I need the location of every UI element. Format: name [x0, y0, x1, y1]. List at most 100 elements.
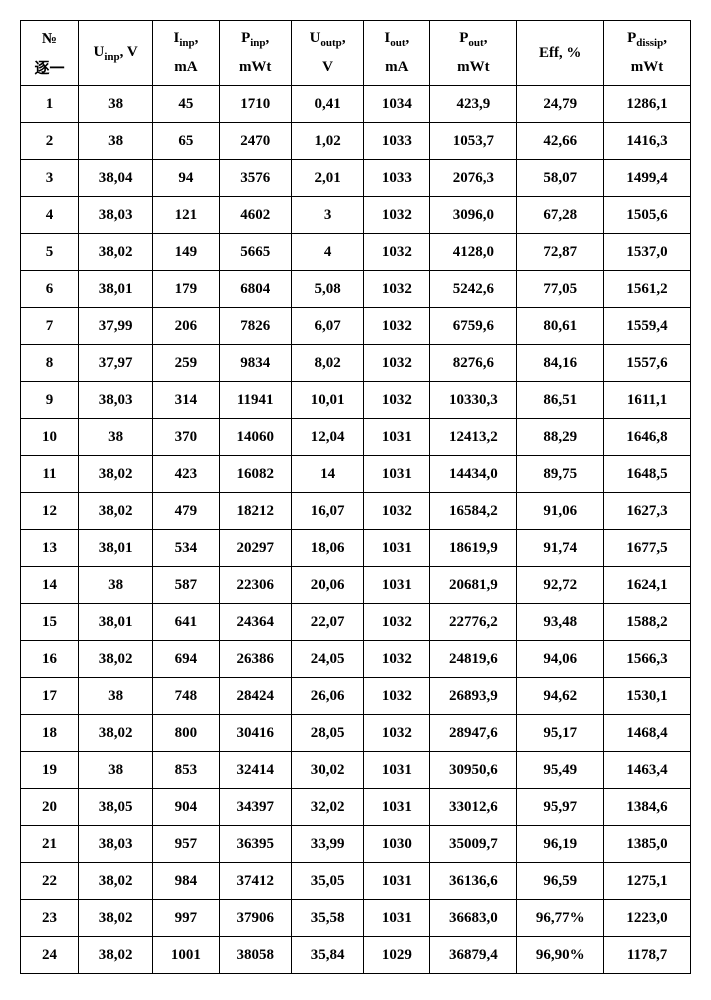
table-cell: 957 [153, 826, 219, 863]
table-cell: 1029 [364, 937, 430, 974]
table-cell: 18212 [219, 493, 291, 530]
table-cell: 1032 [364, 382, 430, 419]
table-cell: 2 [21, 123, 79, 160]
table-row: 538,021495665410324128,072,871537,0 [21, 234, 691, 271]
table-cell: 1031 [364, 419, 430, 456]
table-row: 938,033141194110,01103210330,386,511611,… [21, 382, 691, 419]
table-cell: 38,02 [78, 715, 152, 752]
table-row: 1138,024231608214103114434,089,751648,5 [21, 456, 691, 493]
table-cell: 14 [291, 456, 363, 493]
table-cell: 1505,6 [604, 197, 691, 234]
table-row: 14385872230620,06103120681,992,721624,1 [21, 567, 691, 604]
table-row: 1638,026942638624,05103224819,694,061566… [21, 641, 691, 678]
table-cell: 93,48 [517, 604, 604, 641]
table-cell: 1611,1 [604, 382, 691, 419]
table-cell: 38 [78, 678, 152, 715]
header-uinp: Uinp, V [78, 21, 152, 86]
table-cell: 30950,6 [430, 752, 517, 789]
table-cell: 6804 [219, 271, 291, 308]
table-cell: 36136,6 [430, 863, 517, 900]
table-cell: 1001 [153, 937, 219, 974]
table-cell: 77,05 [517, 271, 604, 308]
table-cell: 22 [21, 863, 79, 900]
table-cell: 26,06 [291, 678, 363, 715]
table-cell: 38,02 [78, 456, 152, 493]
header-eff: Eff, % [517, 21, 604, 86]
table-cell: 853 [153, 752, 219, 789]
header-pinp-top: Pinp, [219, 21, 291, 54]
table-cell: 20297 [219, 530, 291, 567]
table-cell: 1032 [364, 715, 430, 752]
table-row: 2386524701,0210331053,742,661416,3 [21, 123, 691, 160]
table-cell: 14434,0 [430, 456, 517, 493]
table-cell: 179 [153, 271, 219, 308]
table-cell: 95,49 [517, 752, 604, 789]
table-row: 2438,0210013805835,84102936879,496,90%11… [21, 937, 691, 974]
table-cell: 370 [153, 419, 219, 456]
table-cell: 38,02 [78, 234, 152, 271]
header-number-top: № [21, 21, 79, 54]
table-row: 2338,029973790635,58103136683,096,77%122… [21, 900, 691, 937]
header-pinp-bot: mWt [219, 53, 291, 86]
table-cell: 587 [153, 567, 219, 604]
table-cell: 38 [78, 567, 152, 604]
table-cell: 1032 [364, 678, 430, 715]
table-cell: 37906 [219, 900, 291, 937]
table-cell: 1627,3 [604, 493, 691, 530]
table-cell: 96,59 [517, 863, 604, 900]
table-cell: 5665 [219, 234, 291, 271]
table-header: № Uinp, V Iinp, Pinp, Uoutp, Iout, Pout,… [21, 21, 691, 86]
table-cell: 38,01 [78, 604, 152, 641]
table-cell: 1,02 [291, 123, 363, 160]
table-cell: 14 [21, 567, 79, 604]
table-cell: 6759,6 [430, 308, 517, 345]
table-cell: 95,17 [517, 715, 604, 752]
table-cell: 38,02 [78, 937, 152, 974]
table-row: 737,9920678266,0710326759,680,611559,4 [21, 308, 691, 345]
table-cell: 20,06 [291, 567, 363, 604]
table-cell: 5 [21, 234, 79, 271]
table-cell: 9 [21, 382, 79, 419]
table-cell: 206 [153, 308, 219, 345]
table-cell: 21 [21, 826, 79, 863]
table-cell: 5242,6 [430, 271, 517, 308]
table-cell: 26386 [219, 641, 291, 678]
table-cell: 37,99 [78, 308, 152, 345]
table-cell: 94,62 [517, 678, 604, 715]
table-cell: 17 [21, 678, 79, 715]
header-iout-top: Iout, [364, 21, 430, 54]
table-cell: 94,06 [517, 641, 604, 678]
table-cell: 24,05 [291, 641, 363, 678]
table-cell: 1032 [364, 308, 430, 345]
table-cell: 1032 [364, 604, 430, 641]
header-pout-top: Pout, [430, 21, 517, 54]
table-cell: 20 [21, 789, 79, 826]
table-cell: 89,75 [517, 456, 604, 493]
table-cell: 1559,4 [604, 308, 691, 345]
table-cell: 1032 [364, 641, 430, 678]
table-cell: 1031 [364, 530, 430, 567]
table-cell: 4 [291, 234, 363, 271]
table-row: 638,0117968045,0810325242,677,051561,2 [21, 271, 691, 308]
table-cell: 11941 [219, 382, 291, 419]
table-cell: 92,72 [517, 567, 604, 604]
table-cell: 1384,6 [604, 789, 691, 826]
table-cell: 22,07 [291, 604, 363, 641]
table-cell: 1530,1 [604, 678, 691, 715]
table-cell: 11 [21, 456, 79, 493]
table-row: 1238,024791821216,07103216584,291,061627… [21, 493, 691, 530]
table-cell: 1032 [364, 271, 430, 308]
table-cell: 96,90% [517, 937, 604, 974]
table-cell: 86,51 [517, 382, 604, 419]
table-cell: 13 [21, 530, 79, 567]
table-cell: 1648,5 [604, 456, 691, 493]
table-cell: 4 [21, 197, 79, 234]
table-cell: 67,28 [517, 197, 604, 234]
table-row: 2138,039573639533,99103035009,796,191385… [21, 826, 691, 863]
table-cell: 30,02 [291, 752, 363, 789]
table-cell: 1178,7 [604, 937, 691, 974]
table-cell: 35,58 [291, 900, 363, 937]
table-cell: 38,03 [78, 197, 152, 234]
table-cell: 38,02 [78, 900, 152, 937]
table-cell: 7 [21, 308, 79, 345]
